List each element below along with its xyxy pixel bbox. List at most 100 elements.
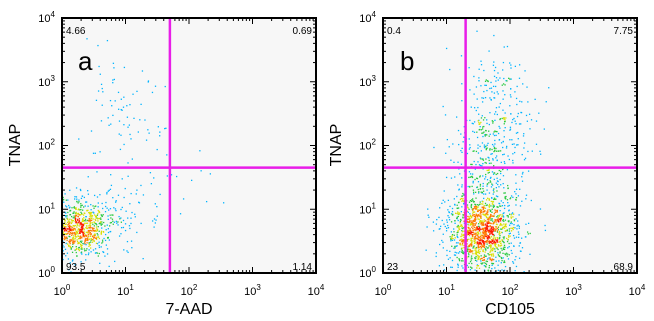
scatter-point	[124, 229, 127, 232]
scatter-point	[497, 183, 499, 186]
scatter-point	[66, 233, 68, 235]
scatter-point	[131, 158, 133, 160]
scatter-point	[86, 38, 88, 40]
scatter-point	[490, 214, 492, 216]
scatter-point	[432, 221, 435, 223]
scatter-point	[500, 231, 503, 234]
scatter-point	[525, 194, 528, 196]
scatter-point	[484, 265, 487, 267]
scatter-point	[121, 109, 123, 111]
scatter-point	[478, 77, 480, 79]
scatter-point	[478, 239, 480, 241]
scatter-point	[473, 201, 475, 203]
scatter-point	[491, 250, 494, 252]
scatter-point	[503, 123, 505, 125]
scatter-point	[97, 255, 99, 257]
scatter-point	[471, 245, 473, 247]
scatter-point	[427, 208, 429, 210]
scatter-point	[69, 241, 71, 243]
scatter-point	[473, 226, 475, 229]
scatter-point	[78, 247, 80, 249]
scatter-point	[99, 222, 101, 224]
scatter-point	[467, 266, 470, 268]
scatter-point	[467, 246, 469, 248]
scatter-point	[507, 258, 510, 260]
scatter-point	[475, 256, 477, 258]
scatter-point	[478, 80, 480, 82]
scatter-point	[475, 208, 477, 210]
scatter-point	[461, 230, 463, 232]
scatter-point	[120, 134, 122, 136]
scatter-point	[73, 225, 75, 227]
scatter-point	[503, 187, 505, 189]
scatter-point	[461, 83, 463, 85]
scatter-point	[462, 251, 464, 253]
scatter-point	[472, 223, 474, 225]
scatter-point	[77, 233, 79, 235]
scatter-point	[474, 216, 477, 219]
scatter-point	[498, 238, 501, 240]
scatter-point	[62, 250, 64, 252]
scatter-point	[514, 259, 516, 261]
y-tick-label: 101	[359, 201, 376, 216]
scatter-point	[458, 143, 460, 146]
scatter-point	[473, 233, 475, 235]
scatter-point	[502, 226, 504, 229]
scatter-point	[81, 231, 83, 233]
scatter-point	[75, 230, 77, 233]
scatter-point	[486, 239, 489, 242]
scatter-point	[485, 215, 487, 217]
scatter-point	[72, 241, 74, 244]
scatter-point	[492, 133, 494, 135]
scatter-point	[477, 209, 479, 211]
scatter-point	[109, 230, 112, 233]
scatter-point	[75, 211, 77, 214]
scatter-point	[475, 218, 477, 220]
scatter-point	[485, 129, 487, 132]
scatter-point	[518, 64, 521, 66]
scatter-point	[461, 200, 463, 203]
scatter-point	[476, 233, 479, 236]
scatter-point	[483, 131, 485, 133]
scatter-point	[106, 253, 109, 255]
quadrant-lower-right-b: 68.9	[614, 262, 634, 273]
scatter-point	[512, 162, 514, 164]
scatter-point	[72, 242, 74, 244]
scatter-point	[496, 210, 498, 212]
scatter-point	[449, 257, 451, 259]
scatter-point	[483, 262, 485, 264]
scatter-point	[520, 237, 523, 239]
scatter-point	[88, 219, 90, 221]
scatter-point	[82, 224, 85, 226]
x-tick-label: 100	[54, 283, 71, 298]
scatter-point	[112, 79, 114, 81]
scatter-point	[93, 212, 95, 214]
scatter-point	[457, 231, 459, 233]
scatter-point	[460, 163, 463, 165]
scatter-point	[503, 269, 506, 271]
scatter-point	[482, 213, 484, 215]
scatter-point	[470, 257, 473, 259]
scatter-point	[492, 64, 495, 66]
scatter-point	[510, 216, 512, 218]
scatter-point	[90, 215, 92, 217]
scatter-point	[120, 233, 122, 235]
scatter-point	[487, 236, 490, 238]
scatter-point	[544, 229, 547, 232]
scatter-point	[142, 194, 145, 196]
scatter-point	[466, 230, 469, 232]
scatter-point	[495, 246, 497, 248]
scatter-point	[106, 193, 108, 195]
scatter-point	[95, 230, 97, 232]
scatter-point	[88, 252, 90, 254]
scatter-point	[524, 70, 526, 72]
scatter-point	[510, 242, 512, 244]
scatter-point	[515, 197, 518, 199]
scatter-point	[66, 215, 68, 217]
scatter-point	[454, 247, 456, 249]
scatter-point	[482, 256, 485, 259]
scatter-point	[469, 176, 472, 178]
scatter-point	[485, 133, 487, 136]
scatter-point	[479, 230, 481, 232]
scatter-point	[81, 219, 84, 221]
